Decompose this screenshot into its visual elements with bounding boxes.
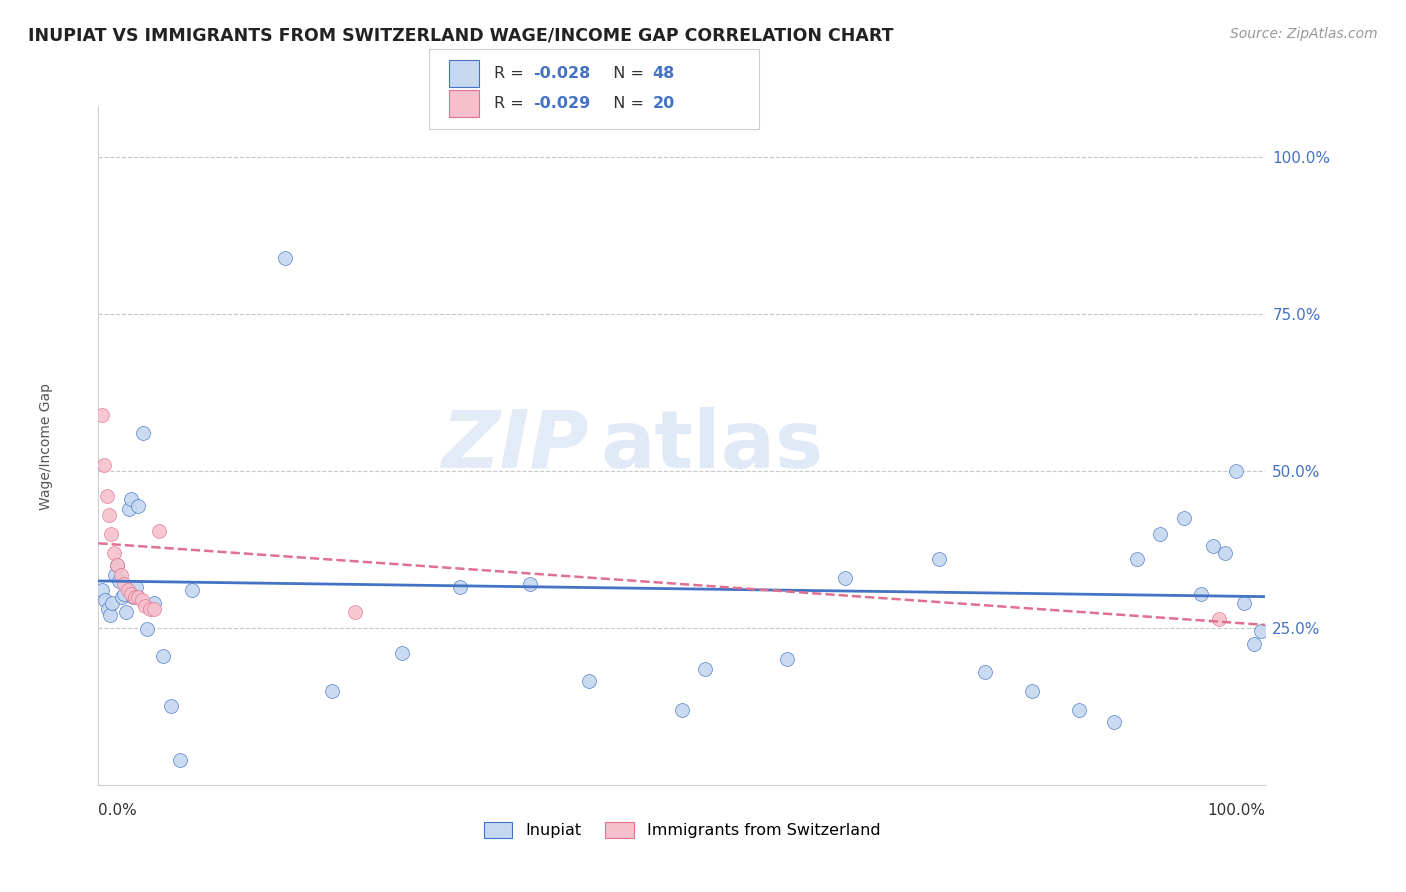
Point [928,552,950,566]
Point [127,499,149,513]
Point [148,524,170,538]
Point [134,599,156,613]
Legend: Inupiat, Immigrants from Switzerland: Inupiat, Immigrants from Switzerland [477,815,887,845]
Text: atlas: atlas [600,407,824,485]
Text: N =: N = [603,66,650,80]
Text: 20: 20 [652,96,675,111]
Text: ZIP: ZIP [441,407,589,485]
Point [132,426,155,441]
Point [152,649,174,664]
Point [321,683,343,698]
Point [96,489,118,503]
Point [98,608,121,623]
Point [97,508,120,522]
Point [120,586,142,600]
Point [143,596,166,610]
Text: R =: R = [494,96,529,111]
Point [101,596,124,610]
Point [108,574,131,588]
Point [671,703,693,717]
Point [120,492,142,507]
Text: Source: ZipAtlas.com: Source: ZipAtlas.com [1230,27,1378,41]
Point [105,558,128,573]
Point [127,590,149,604]
Point [519,577,541,591]
Point [776,652,799,666]
Point [1250,624,1272,639]
Text: INUPIAT VS IMMIGRANTS FROM SWITZERLAND WAGE/INCOME GAP CORRELATION CHART: INUPIAT VS IMMIGRANTS FROM SWITZERLAND W… [28,27,894,45]
Point [136,622,159,636]
Point [111,590,134,604]
Text: N =: N = [603,96,650,111]
Text: 100.0%: 100.0% [1208,804,1265,819]
Point [124,590,146,604]
Point [974,665,997,679]
Point [112,577,135,591]
Text: -0.029: -0.029 [533,96,591,111]
Text: -0.028: -0.028 [533,66,591,80]
Point [159,699,181,714]
Point [449,580,471,594]
Point [131,592,153,607]
Point [1149,527,1171,541]
Text: Wage/Income Gap: Wage/Income Gap [39,383,53,509]
Point [1233,596,1256,610]
Point [834,571,856,585]
Point [90,408,112,422]
Point [105,558,128,573]
Point [1202,540,1225,554]
Point [112,586,135,600]
Point [1213,546,1236,560]
Point [1021,683,1043,698]
Point [1173,511,1195,525]
Point [97,602,120,616]
Point [391,646,413,660]
Point [122,590,145,604]
Point [139,602,162,616]
Point [695,662,717,676]
Point [1225,464,1247,478]
Text: 48: 48 [652,66,675,80]
Point [110,567,132,582]
Point [1102,715,1125,730]
Point [125,580,148,594]
Point [1189,586,1212,600]
Text: 0.0%: 0.0% [98,804,138,819]
Point [143,602,166,616]
Point [90,583,112,598]
Point [118,501,141,516]
Point [104,567,127,582]
Point [103,546,125,560]
Point [344,605,367,619]
Point [115,605,138,619]
Point [93,458,115,472]
Text: R =: R = [494,66,529,80]
Point [94,592,117,607]
Point [1067,703,1090,717]
Point [1243,637,1265,651]
Point [274,251,297,265]
Point [1208,612,1230,626]
Point [180,583,202,598]
Point [578,674,600,689]
Point [100,527,122,541]
Point [169,753,191,767]
Point [1126,552,1149,566]
Point [117,583,139,598]
